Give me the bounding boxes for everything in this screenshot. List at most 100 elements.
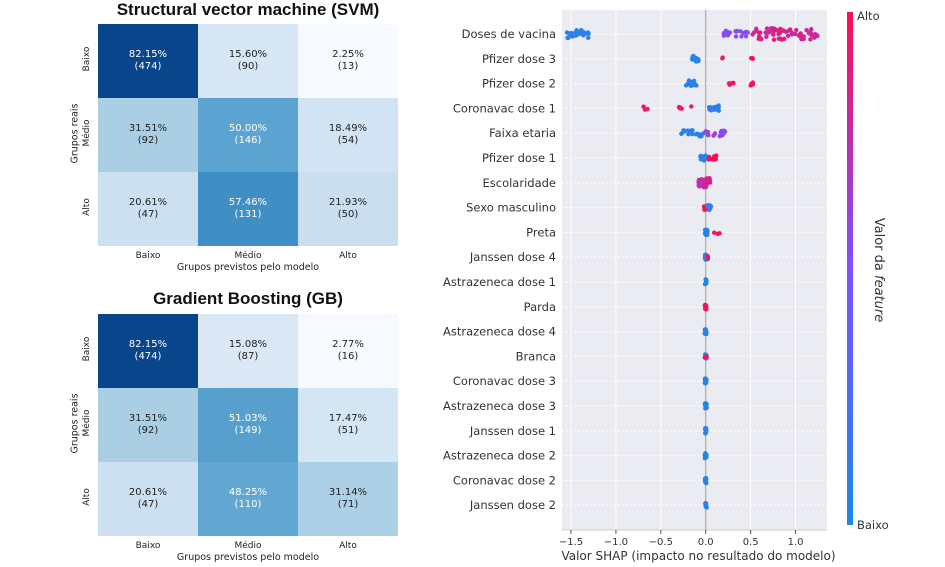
feature-label: Sexo masculino xyxy=(466,201,556,215)
shap-point xyxy=(702,330,708,336)
gb-ytick-alto: Alto xyxy=(82,488,92,506)
colorbar-label: Valor da feature xyxy=(871,218,886,322)
shap-point xyxy=(743,34,749,39)
cm-cell-count: (110) xyxy=(234,499,262,510)
cm-cell: 17.47% (51) xyxy=(298,388,398,462)
shap-point xyxy=(712,230,717,235)
cm-cell: 50.00% (146) xyxy=(198,98,298,172)
cm-cell-count: (54) xyxy=(337,135,359,146)
feature-label: Preta xyxy=(526,225,556,239)
cm-cell-count: (474) xyxy=(134,61,162,72)
feature-label: Pfizer dose 3 xyxy=(482,52,556,66)
shap-point xyxy=(683,83,689,88)
gb-xtick-alto: Alto xyxy=(339,541,357,551)
cm-cell-percent: 20.61% xyxy=(128,197,168,208)
feature-label: Janssen dose 4 xyxy=(469,250,556,264)
shap-point xyxy=(779,27,785,33)
shap-point xyxy=(703,327,708,332)
shap-point xyxy=(798,32,803,37)
shap-point xyxy=(739,34,744,39)
shap-point xyxy=(771,37,777,42)
shap-point xyxy=(679,131,684,136)
shap-point xyxy=(712,131,718,136)
shap-point xyxy=(686,80,691,85)
cm-cell-count: (92) xyxy=(137,425,159,436)
cm-cell-percent: 82.15% xyxy=(128,339,168,350)
feature-label: Branca xyxy=(516,349,556,363)
x-tick-label: −0.5 xyxy=(649,537,673,548)
shap-point xyxy=(741,30,746,36)
cm-cell-percent: 50.00% xyxy=(228,123,268,134)
shap-point xyxy=(704,402,709,407)
svm-ytick-alto: Alto xyxy=(82,198,92,216)
shap-point xyxy=(808,37,813,42)
shap-point xyxy=(703,480,708,485)
cm-cell: 2.25% (13) xyxy=(298,24,398,98)
shap-point xyxy=(764,26,770,31)
colorbar-low-label: Baixo xyxy=(857,518,889,532)
shap-point xyxy=(703,428,709,433)
shap-point xyxy=(731,80,736,86)
cm-cell: 82.15% (474) xyxy=(98,314,198,388)
feature-label: Parda xyxy=(524,300,556,314)
cm-cell: 31.51% (92) xyxy=(98,98,198,172)
gb-title: Gradient Boosting (GB) xyxy=(153,289,343,308)
cm-cell: 48.25% (110) xyxy=(198,462,298,536)
shap-point xyxy=(677,106,683,111)
shap-point xyxy=(581,33,586,38)
shap-point xyxy=(569,30,574,36)
shap-point xyxy=(566,35,571,41)
shap-point xyxy=(704,176,709,181)
cm-cell-count: (131) xyxy=(234,209,262,220)
shap-point xyxy=(641,104,646,109)
cm-cell-count: (13) xyxy=(337,61,359,72)
cm-cell-percent: 57.46% xyxy=(228,197,268,208)
shap-point xyxy=(750,32,755,37)
svm-ytick-baixo: Baixo xyxy=(82,46,92,72)
shap-point xyxy=(786,28,792,33)
cm-cell: 15.60% (90) xyxy=(198,24,298,98)
gb-ylabel: Grupos reais xyxy=(69,393,81,454)
cm-cell: 31.51% (92) xyxy=(98,388,198,462)
shap-point xyxy=(734,28,740,34)
cm-cell-count: (146) xyxy=(234,135,262,146)
feature-label: Janssen dose 1 xyxy=(469,424,556,438)
cm-cell-percent: 20.61% xyxy=(128,487,168,498)
svm-title: Structural vector machine (SVM) xyxy=(116,0,380,19)
shap-point xyxy=(693,82,698,87)
feature-label: Coronavac dose 2 xyxy=(453,473,556,487)
cm-cell-percent: 15.60% xyxy=(228,49,268,60)
shap-point xyxy=(720,55,725,60)
shap-point xyxy=(693,56,698,62)
shap-point xyxy=(586,35,591,41)
cm-cell-count: (92) xyxy=(137,135,159,146)
shap-point xyxy=(585,30,591,35)
cm-cell: 31.14% (71) xyxy=(298,462,398,536)
gb-confusion-matrix: 82.15% (474) 15.08% (87) 2.77% (16) 31.51% (92)… xyxy=(98,314,398,536)
feature-label: Astrazeneca dose 1 xyxy=(443,275,556,289)
feature-label: Pfizer dose 2 xyxy=(482,77,556,91)
cm-cell-percent: 17.47% xyxy=(328,413,368,424)
shap-point xyxy=(704,180,710,185)
cm-cell-percent: 51.03% xyxy=(228,413,268,424)
shap-point xyxy=(689,128,694,133)
shap-point xyxy=(804,27,809,33)
shap-point xyxy=(703,183,709,189)
shap-point xyxy=(645,106,650,112)
shap-point xyxy=(776,36,781,41)
feature-label: Faixa etaria xyxy=(489,126,556,140)
shap-point xyxy=(715,231,721,237)
cm-cell-count: (71) xyxy=(337,499,359,510)
shap-point xyxy=(580,29,586,35)
shap-point xyxy=(776,31,781,37)
cm-cell-count: (87) xyxy=(237,351,259,362)
shap-point xyxy=(711,105,717,110)
cm-cell-percent: 15.08% xyxy=(228,339,268,350)
shap-point xyxy=(750,56,755,62)
shap-point xyxy=(681,128,686,133)
shap-point xyxy=(701,158,707,163)
svm-xtick-medio: Médio xyxy=(234,251,262,261)
shap-point xyxy=(705,232,710,238)
shap-point xyxy=(702,227,708,232)
shap-point xyxy=(707,203,713,208)
